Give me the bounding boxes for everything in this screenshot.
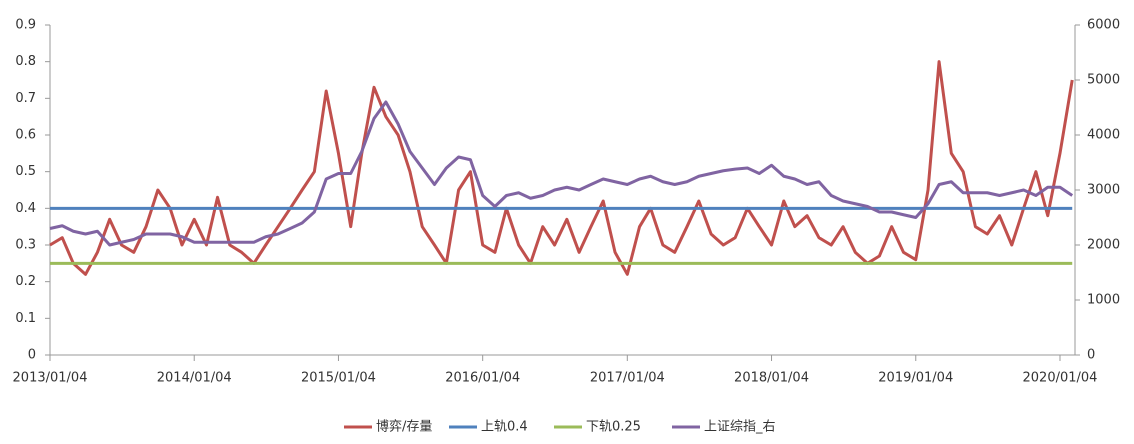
x-tick-label: 2015/01/04 <box>301 371 376 386</box>
y-tick-label: 0.5 <box>15 164 36 179</box>
legend-label: 下轨0.25 <box>586 420 641 435</box>
y-tick-label: 0.2 <box>15 274 36 289</box>
y2-tick-label: 2000 <box>1087 238 1120 253</box>
y-tick-label: 0.3 <box>15 238 36 253</box>
y-tick-label: 0.1 <box>15 311 36 326</box>
y2-tick-label: 6000 <box>1087 18 1120 33</box>
x-tick-label: 2020/01/04 <box>1023 371 1098 386</box>
series-line <box>49 60 1074 276</box>
x-tick-label: 2013/01/04 <box>13 371 88 386</box>
y2-tick-label: 5000 <box>1087 73 1120 88</box>
y2-tick-label: 1000 <box>1087 293 1120 308</box>
y-tick-label: 0.8 <box>15 54 36 69</box>
y-tick-label: 0.9 <box>15 18 36 33</box>
y-tick-label: 0.7 <box>15 91 36 106</box>
legend-label: 上轨0.4 <box>481 420 528 435</box>
x-tick-label: 2016/01/04 <box>445 371 520 386</box>
y-tick-label: 0.6 <box>15 128 36 143</box>
legend-label: 博弈/存量 <box>376 419 432 435</box>
series-line <box>49 100 1074 247</box>
x-tick-label: 2014/01/04 <box>157 371 232 386</box>
y2-tick-label: 3000 <box>1087 183 1120 198</box>
y2-tick-label: 4000 <box>1087 128 1120 143</box>
y-tick-label: 0.4 <box>15 201 36 216</box>
x-tick-label: 2018/01/04 <box>734 371 809 386</box>
legend-label: 上证综指_右 <box>704 420 776 435</box>
x-tick-label: 2019/01/04 <box>878 371 953 386</box>
y-tick-label: 0 <box>28 348 36 363</box>
x-tick-label: 2017/01/04 <box>590 371 665 386</box>
y2-tick-label: 0 <box>1087 348 1095 363</box>
